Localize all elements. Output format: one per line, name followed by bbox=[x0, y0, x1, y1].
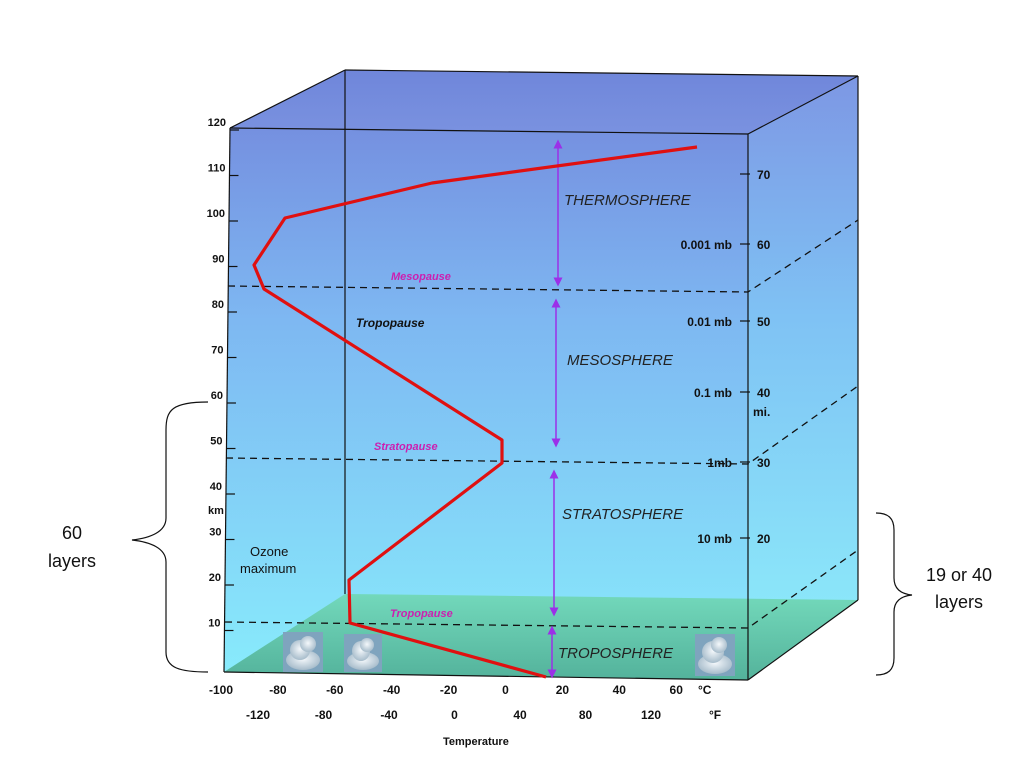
ozone-maximum-label: maximum bbox=[240, 561, 296, 576]
left-bracket-unit: layers bbox=[48, 551, 96, 571]
tropopause-lower-label: Tropopause bbox=[390, 608, 453, 620]
km-tick-label: 90 bbox=[212, 254, 224, 266]
mi-tick-label: 50 bbox=[757, 315, 771, 329]
layer-label-mesosphere: MESOSPHERE bbox=[567, 352, 674, 369]
mesopause-label: Mesopause bbox=[391, 271, 451, 283]
mi-tick-label: 20 bbox=[757, 532, 771, 546]
celsius-tick-label: -40 bbox=[383, 683, 401, 697]
fahrenheit-unit-label: °F bbox=[709, 708, 721, 722]
right-bracket-unit: layers bbox=[935, 592, 983, 612]
km-tick-label: 110 bbox=[208, 163, 226, 175]
pressure-level-label: 1mb bbox=[707, 456, 732, 470]
km-tick-label: 60 bbox=[211, 390, 223, 402]
km-tick-label: 30 bbox=[209, 527, 221, 539]
mi-tick-label: 30 bbox=[757, 456, 771, 470]
box-edge bbox=[223, 127, 231, 673]
boundary-lines bbox=[224, 219, 859, 629]
celsius-axis-ticks: -100 -80 -60 -40 -20 0 20 40 60 bbox=[209, 683, 683, 697]
fahrenheit-tick-label: 120 bbox=[641, 708, 661, 722]
tropopause-line bbox=[224, 549, 859, 629]
fahrenheit-tick-label: -40 bbox=[380, 708, 398, 722]
km-tick-label: 120 bbox=[208, 117, 226, 129]
cumulus-cloud-icon bbox=[695, 634, 735, 676]
pressure-level-label: 0.001 mb bbox=[681, 238, 732, 252]
km-tick-label: 100 bbox=[207, 208, 225, 220]
fahrenheit-tick-label: -120 bbox=[246, 708, 270, 722]
celsius-unit-label: °C bbox=[698, 683, 712, 697]
temperature-curve bbox=[252, 145, 698, 679]
km-tick-label: 40 bbox=[210, 481, 222, 493]
fahrenheit-tick-label: 0 bbox=[451, 708, 458, 722]
celsius-tick-label: 0 bbox=[502, 683, 509, 697]
clouds bbox=[283, 632, 735, 676]
celsius-tick-label: 60 bbox=[670, 683, 684, 697]
cumulus-cloud-icon bbox=[344, 634, 382, 672]
pressure-level-label: 0.1 mb bbox=[694, 386, 732, 400]
mi-axis-ticks: 70 60 50 40 30 20 bbox=[740, 168, 771, 546]
box-edge bbox=[344, 69, 859, 77]
km-tick-label: 80 bbox=[212, 299, 224, 311]
layer-label-thermosphere: THERMOSPHERE bbox=[564, 192, 692, 209]
box-front-face bbox=[224, 128, 748, 680]
km-tick-label: 20 bbox=[209, 572, 221, 584]
km-tick-label: 50 bbox=[210, 436, 222, 448]
box-edge bbox=[223, 671, 749, 681]
box-top-face bbox=[230, 70, 858, 134]
km-tick-label: 10 bbox=[208, 618, 220, 630]
box-faces bbox=[224, 70, 858, 680]
ozone-label: Ozone bbox=[250, 544, 288, 559]
layer-label-stratosphere: STRATOSPHERE bbox=[562, 506, 684, 523]
celsius-tick-label: -60 bbox=[326, 683, 344, 697]
box-right-face bbox=[748, 76, 858, 680]
mi-tick-label: 40 bbox=[757, 386, 771, 400]
km-axis-ticks: 120 110 100 90 80 70 60 50 40 30 20 10 bbox=[207, 117, 239, 632]
celsius-tick-label: 40 bbox=[613, 683, 627, 697]
right-bracket-count: 19 or 40 bbox=[926, 565, 992, 585]
right-brace bbox=[875, 512, 913, 676]
mesopause-line bbox=[227, 219, 859, 293]
mi-unit-label: mi. bbox=[753, 405, 770, 419]
celsius-tick-label: -80 bbox=[269, 683, 287, 697]
tropopause-upper-label: Tropopause bbox=[356, 316, 425, 330]
mi-tick-label: 70 bbox=[757, 168, 771, 182]
celsius-tick-label: 20 bbox=[556, 683, 570, 697]
fahrenheit-tick-label: 80 bbox=[579, 708, 593, 722]
left-bracket-count: 60 bbox=[62, 523, 82, 543]
pressure-level-label: 0.01 mb bbox=[687, 315, 732, 329]
box-edge bbox=[747, 75, 859, 135]
pressure-level-label: 10 mb bbox=[697, 532, 732, 546]
left-brace bbox=[131, 401, 209, 673]
celsius-tick-label: -20 bbox=[440, 683, 458, 697]
km-unit-label: km bbox=[208, 505, 224, 517]
km-tick-label: 70 bbox=[211, 345, 223, 357]
fahrenheit-tick-label: -80 bbox=[315, 708, 333, 722]
mi-tick-label: 60 bbox=[757, 238, 771, 252]
box-edge bbox=[229, 69, 346, 129]
box-edges bbox=[223, 69, 859, 681]
fahrenheit-tick-label: 40 bbox=[513, 708, 527, 722]
layer-label-troposphere: TROPOSPHERE bbox=[558, 645, 674, 662]
celsius-tick-label: -100 bbox=[209, 683, 233, 697]
cumulus-cloud-icon bbox=[283, 632, 323, 672]
fahrenheit-axis-ticks: -120 -80 -40 0 40 80 120 bbox=[246, 708, 661, 722]
pressure-ticks: 0.001 mb 0.01 mb 0.1 mb 1mb 10 mb bbox=[681, 238, 732, 546]
box-edge bbox=[229, 127, 749, 135]
stratopause-line bbox=[225, 385, 859, 465]
box-edge bbox=[747, 599, 859, 681]
x-axis-title: Temperature bbox=[443, 736, 509, 748]
stratopause-label: Stratopause bbox=[374, 441, 438, 453]
